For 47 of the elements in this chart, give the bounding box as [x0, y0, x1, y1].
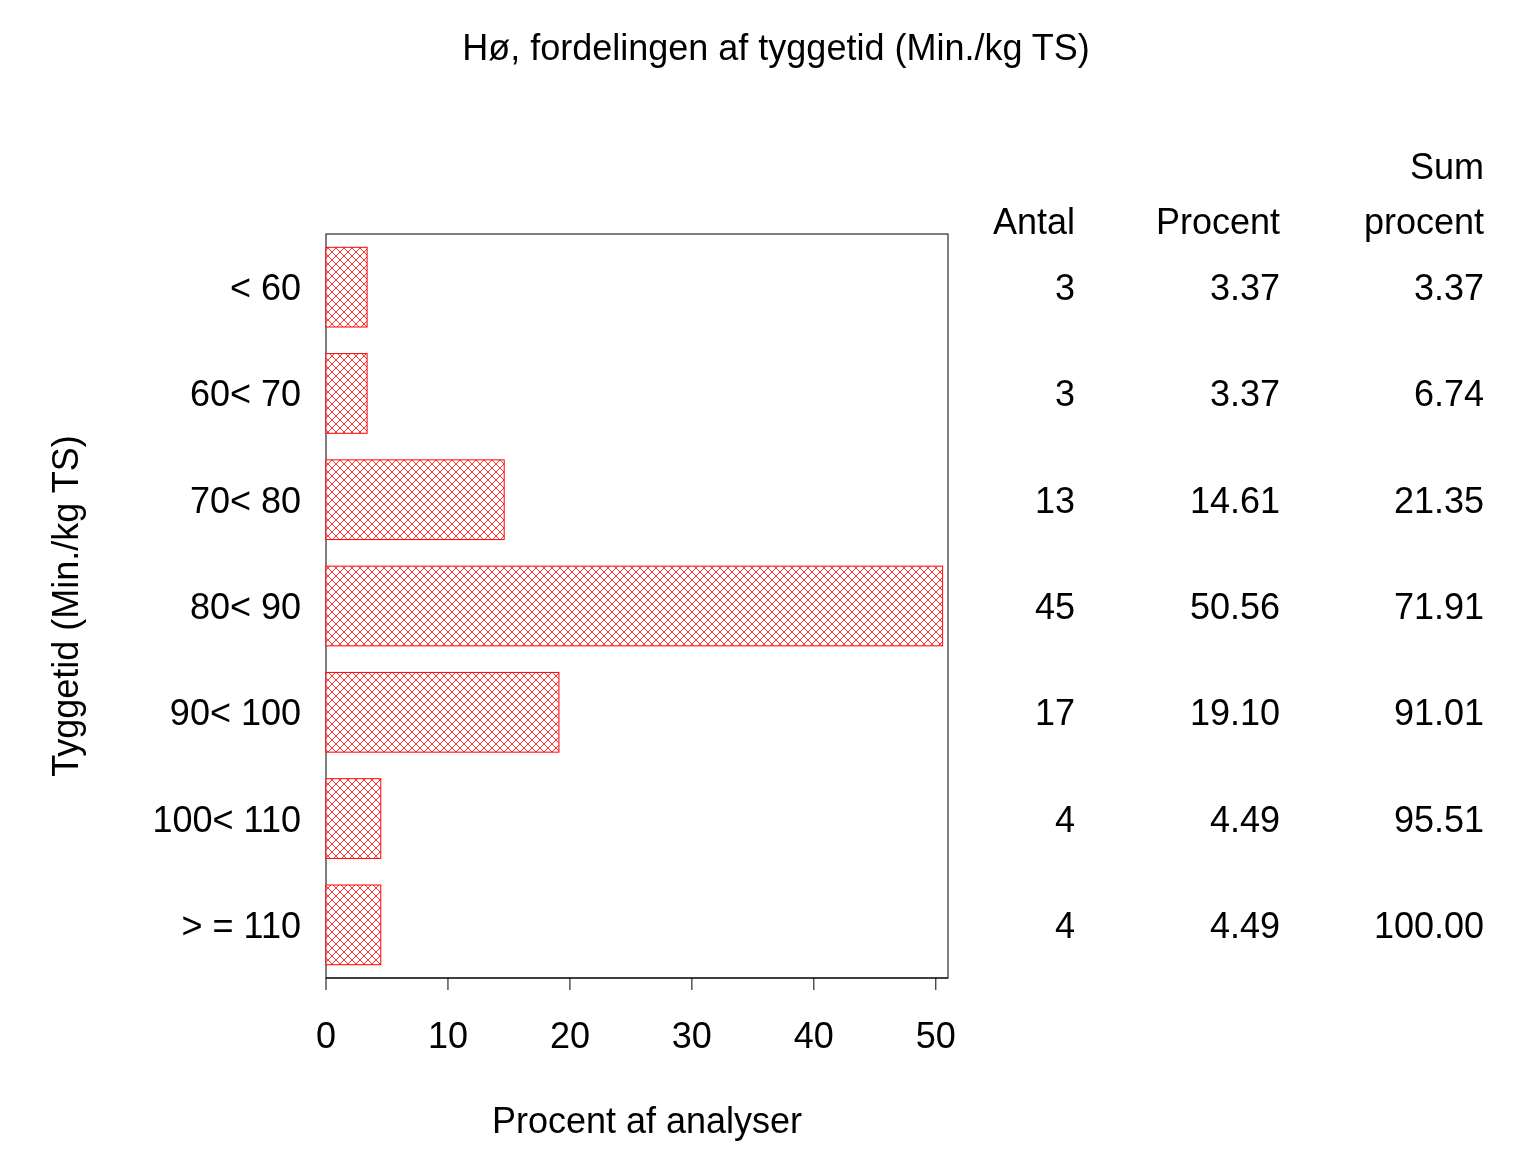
- bar: [325, 671, 560, 753]
- text: Antal: [992, 201, 1075, 242]
- x-tick-label: 20: [549, 1015, 590, 1056]
- bar: [325, 778, 382, 859]
- text: 45: [1034, 586, 1075, 627]
- data-label: 4.49: [1209, 798, 1280, 840]
- y-tick-label: 60< 70: [189, 373, 301, 415]
- y-tick-label: 100< 110: [152, 798, 301, 840]
- text: 71.91: [1393, 586, 1484, 627]
- text: 17: [1034, 692, 1075, 734]
- bar: [325, 565, 944, 647]
- data-label: 3.37: [1209, 267, 1280, 309]
- text: 91.01: [1393, 692, 1484, 734]
- text: Sum procent: [1363, 146, 1484, 242]
- text: 3: [1054, 267, 1075, 309]
- text: 6.74: [1413, 373, 1484, 415]
- text: 21.35: [1393, 479, 1484, 521]
- y-axis-title: Tyggetid (Min./kg TS): [45, 435, 86, 777]
- data-label: 50.56: [1189, 586, 1280, 627]
- x-tick-label: 40: [793, 1015, 834, 1056]
- text: 4: [1054, 904, 1075, 946]
- y-tick-label: < 60: [229, 267, 301, 309]
- y-tick-label: 70< 80: [189, 479, 301, 521]
- data-label: 19.10: [1189, 692, 1280, 734]
- data-label: 4.49: [1209, 904, 1280, 946]
- data-label: 3.37: [1209, 373, 1280, 415]
- text: 3.37: [1413, 267, 1484, 309]
- bar: [325, 353, 368, 434]
- data-label: 14.61: [1189, 479, 1280, 521]
- text: 13: [1034, 479, 1075, 521]
- bar: [325, 884, 382, 966]
- y-tick-label: > = 110: [181, 904, 301, 946]
- text: Procent: [1155, 201, 1280, 242]
- x-tick-label: 50: [915, 1015, 956, 1056]
- y-tick-label: 80< 90: [189, 586, 301, 627]
- x-tick-label: 30: [671, 1015, 712, 1056]
- chart-title: Hø, fordelingen af tyggetid (Min./kg TS): [462, 27, 1090, 68]
- x-tick-label: 0: [315, 1015, 337, 1056]
- y-tick-label: 90< 100: [169, 692, 301, 734]
- text: 3: [1054, 373, 1075, 415]
- x-tick-label: 10: [427, 1015, 468, 1056]
- text: 100.00: [1373, 904, 1484, 946]
- text: 4: [1054, 798, 1075, 840]
- text: 95.51: [1393, 798, 1484, 840]
- x-axis-title: Procent af analyser: [491, 1100, 803, 1141]
- bar: [325, 246, 368, 328]
- bar: [325, 459, 505, 541]
